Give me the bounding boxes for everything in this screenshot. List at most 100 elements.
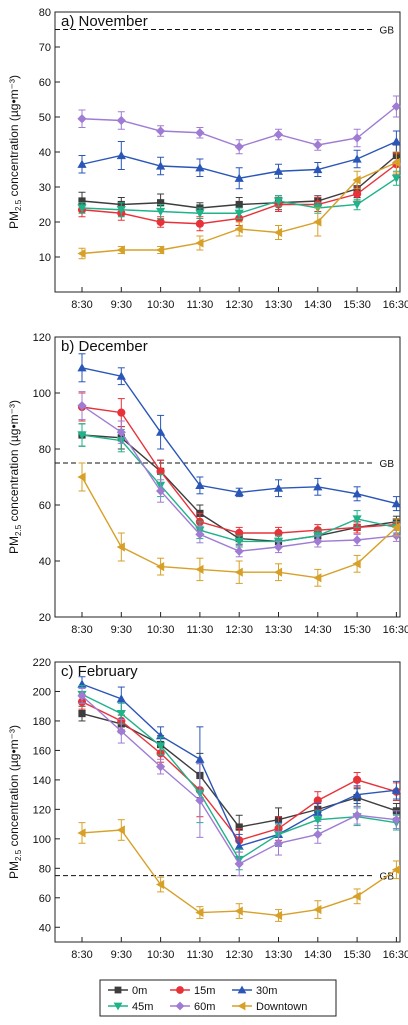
- y-tick-label: 80: [39, 7, 51, 19]
- data-point: [353, 775, 362, 784]
- x-tick-label: 16:30: [383, 624, 408, 636]
- data-point: [234, 224, 243, 234]
- legend-label: 0m: [132, 985, 147, 997]
- data-point: [234, 487, 244, 496]
- data-point: [391, 499, 401, 508]
- series-60m: [77, 95, 401, 155]
- data-point: [195, 128, 205, 138]
- series-30m: [77, 353, 401, 512]
- data-point: [77, 114, 87, 124]
- data-point: [352, 154, 362, 163]
- data-point: [235, 528, 244, 538]
- data-point: [391, 174, 401, 183]
- data-point: [352, 489, 362, 498]
- data-point: [195, 564, 204, 574]
- panel-title: c) February: [61, 663, 138, 680]
- legend-frame: [99, 979, 337, 1017]
- x-tick-label: 11:30: [187, 949, 214, 961]
- y-tick-label: 60: [39, 500, 51, 512]
- data-point: [116, 825, 125, 835]
- data-point: [156, 207, 166, 217]
- data-point: [156, 245, 165, 255]
- data-point: [77, 363, 87, 372]
- data-point: [156, 562, 165, 572]
- data-point: [235, 823, 243, 831]
- data-point: [77, 472, 86, 482]
- data-point: [77, 431, 87, 440]
- legend-item-downtown: Downtown: [232, 1001, 307, 1013]
- data-point: [234, 209, 244, 218]
- legend-marker: [113, 1002, 123, 1011]
- x-tick-label: 13:30: [265, 299, 293, 311]
- plot-frame: [54, 336, 401, 618]
- data-point: [195, 754, 205, 763]
- data-point: [116, 542, 125, 552]
- y-tick-label: 120: [33, 804, 51, 816]
- data-point: [195, 209, 205, 218]
- data-point: [313, 536, 323, 546]
- y-tick-label: 40: [39, 922, 51, 934]
- legend-item-45m: 45m: [108, 1001, 153, 1013]
- data-point: [273, 910, 283, 921]
- x-tick-label: 14:30: [304, 949, 332, 961]
- y-axis-label: PM2.5 concentration (µg•m⁻³): [7, 400, 23, 554]
- y-tick-label: 60: [39, 77, 51, 89]
- data-point: [156, 126, 166, 136]
- data-point: [273, 227, 283, 238]
- x-tick-label: 9:30: [111, 299, 132, 311]
- x-tick-label: 13:30: [265, 949, 293, 961]
- data-point: [391, 815, 401, 825]
- data-point: [116, 150, 126, 160]
- data-point: [78, 197, 86, 205]
- x-tick-label: 9:30: [111, 949, 132, 961]
- legend-marker: [237, 985, 247, 994]
- x-tick-label: 14:30: [304, 299, 332, 311]
- data-point: [352, 535, 362, 545]
- data-point: [157, 199, 165, 207]
- data-point: [273, 166, 284, 175]
- y-tick-label: 180: [33, 716, 51, 728]
- y-tick-label: 80: [39, 444, 51, 456]
- data-point: [234, 567, 243, 577]
- data-point: [391, 101, 401, 112]
- legend-item-15m: 15m: [170, 985, 215, 997]
- x-tick-label: 13:30: [265, 624, 293, 636]
- legend-item-0m: 0m: [108, 985, 147, 997]
- x-tick-label: 8:30: [71, 624, 92, 636]
- plot-frame: [54, 661, 401, 943]
- data-point: [116, 709, 126, 719]
- data-point: [234, 142, 244, 152]
- data-point: [273, 483, 284, 492]
- series-line: [81, 712, 397, 828]
- gb-label: GB: [380, 26, 395, 37]
- gb-label: GB: [380, 872, 395, 883]
- data-point: [234, 546, 244, 556]
- data-point: [195, 907, 204, 918]
- y-tick-label: 220: [33, 657, 51, 669]
- plot-frame: [54, 11, 401, 293]
- data-point: [313, 816, 323, 825]
- data-point: [195, 795, 205, 806]
- x-tick-label: 9:30: [111, 624, 132, 636]
- gb-label: GB: [380, 459, 395, 470]
- y-axis-label: PM2.5 concentration (µg•m⁻³): [7, 75, 23, 229]
- data-point: [195, 529, 205, 539]
- data-point: [391, 522, 400, 532]
- x-tick-label: 15:30: [343, 949, 371, 961]
- data-point: [156, 486, 166, 496]
- data-point: [116, 115, 126, 126]
- y-tick-label: 40: [39, 147, 51, 159]
- series-line: [81, 367, 397, 505]
- data-point: [116, 206, 126, 215]
- x-tick-label: 16:30: [383, 299, 408, 311]
- legend-marker: [237, 1001, 246, 1011]
- data-point: [234, 841, 244, 850]
- data-point: [234, 173, 244, 182]
- x-tick-label: 12:30: [225, 624, 253, 636]
- legend-marker: [175, 1001, 185, 1011]
- x-tick-label: 12:30: [225, 949, 253, 961]
- data-point: [313, 573, 322, 583]
- data-point: [313, 140, 323, 150]
- x-tick-label: 12:30: [225, 299, 253, 311]
- data-point: [116, 427, 126, 437]
